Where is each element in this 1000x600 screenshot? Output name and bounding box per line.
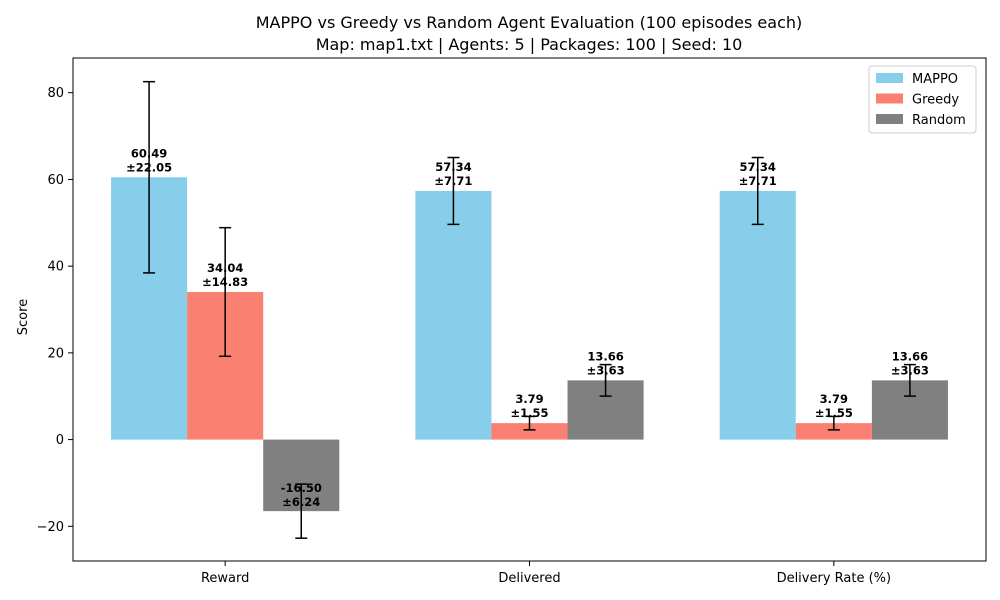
y-tick-label-0: −20 — [37, 520, 64, 535]
y-tick-label-4: 60 — [47, 173, 64, 188]
data-label-error-mappo-0: ±22.05 — [126, 160, 172, 174]
chart-title: MAPPO vs Greedy vs Random Agent Evaluati… — [256, 13, 803, 32]
legend-label-mappo: MAPPO — [912, 72, 958, 87]
legend-swatch-mappo — [876, 73, 903, 83]
x-tick-label-1: Delivered — [498, 571, 560, 586]
data-label-error-greedy-2: ±1.55 — [815, 406, 853, 420]
bar-mappo-1 — [415, 190, 492, 440]
data-label-error-random-2: ±3.63 — [891, 363, 929, 377]
legend-swatch-random — [876, 114, 903, 124]
bar-greedy-1 — [491, 423, 568, 440]
x-tick-label-0: Reward — [201, 571, 249, 586]
y-tick-label-1: 0 — [56, 433, 64, 448]
legend-swatch-greedy — [876, 93, 903, 104]
data-label-error-greedy-0: ±14.83 — [202, 275, 248, 289]
data-label-value-random-0: -16.50 — [281, 481, 322, 495]
legend-label-greedy: Greedy — [912, 93, 959, 108]
y-tick-label-5: 80 — [47, 86, 64, 101]
x-tick-label-2: Delivery Rate (%) — [777, 571, 892, 586]
plot-area: 60.49±22.05 57.34±7.7157.34±7.7134.04±14.… — [37, 57, 987, 586]
data-label-value-random-1: 13.66 — [587, 349, 623, 363]
chart-subtitle: Map: map1.txt | Agents: 5 | Packages: 10… — [316, 35, 743, 54]
y-axis-label: Score — [16, 299, 31, 335]
data-label-value-greedy-2: 3.79 — [820, 392, 848, 406]
bar-mappo-2 — [719, 190, 796, 440]
data-label-error-mappo-1: ±7.71 — [434, 174, 472, 188]
data-label-value-mappo-0: 60.49 — [131, 146, 167, 160]
legend: MAPPO Greedy Random — [868, 65, 977, 134]
y-tick-label-3: 40 — [47, 260, 64, 275]
legend-label-random: Random — [912, 113, 966, 128]
data-label-error-greedy-1: ±1.55 — [510, 406, 548, 420]
data-label-value-mappo-1: 57.34 — [435, 160, 471, 174]
data-label-error-random-0: ±6.24 — [282, 495, 320, 509]
bar-greedy-2 — [795, 423, 872, 440]
data-label-value-greedy-0: 34.04 — [207, 261, 243, 275]
data-label-error-mappo-2: ±7.71 — [739, 174, 777, 188]
data-label-value-mappo-2: 57.34 — [740, 160, 776, 174]
data-label-value-random-2: 13.66 — [892, 349, 928, 363]
data-label-value-greedy-1: 3.79 — [515, 392, 543, 406]
y-tick-label-2: 20 — [47, 346, 64, 361]
data-label-error-random-1: ±3.63 — [587, 363, 625, 377]
